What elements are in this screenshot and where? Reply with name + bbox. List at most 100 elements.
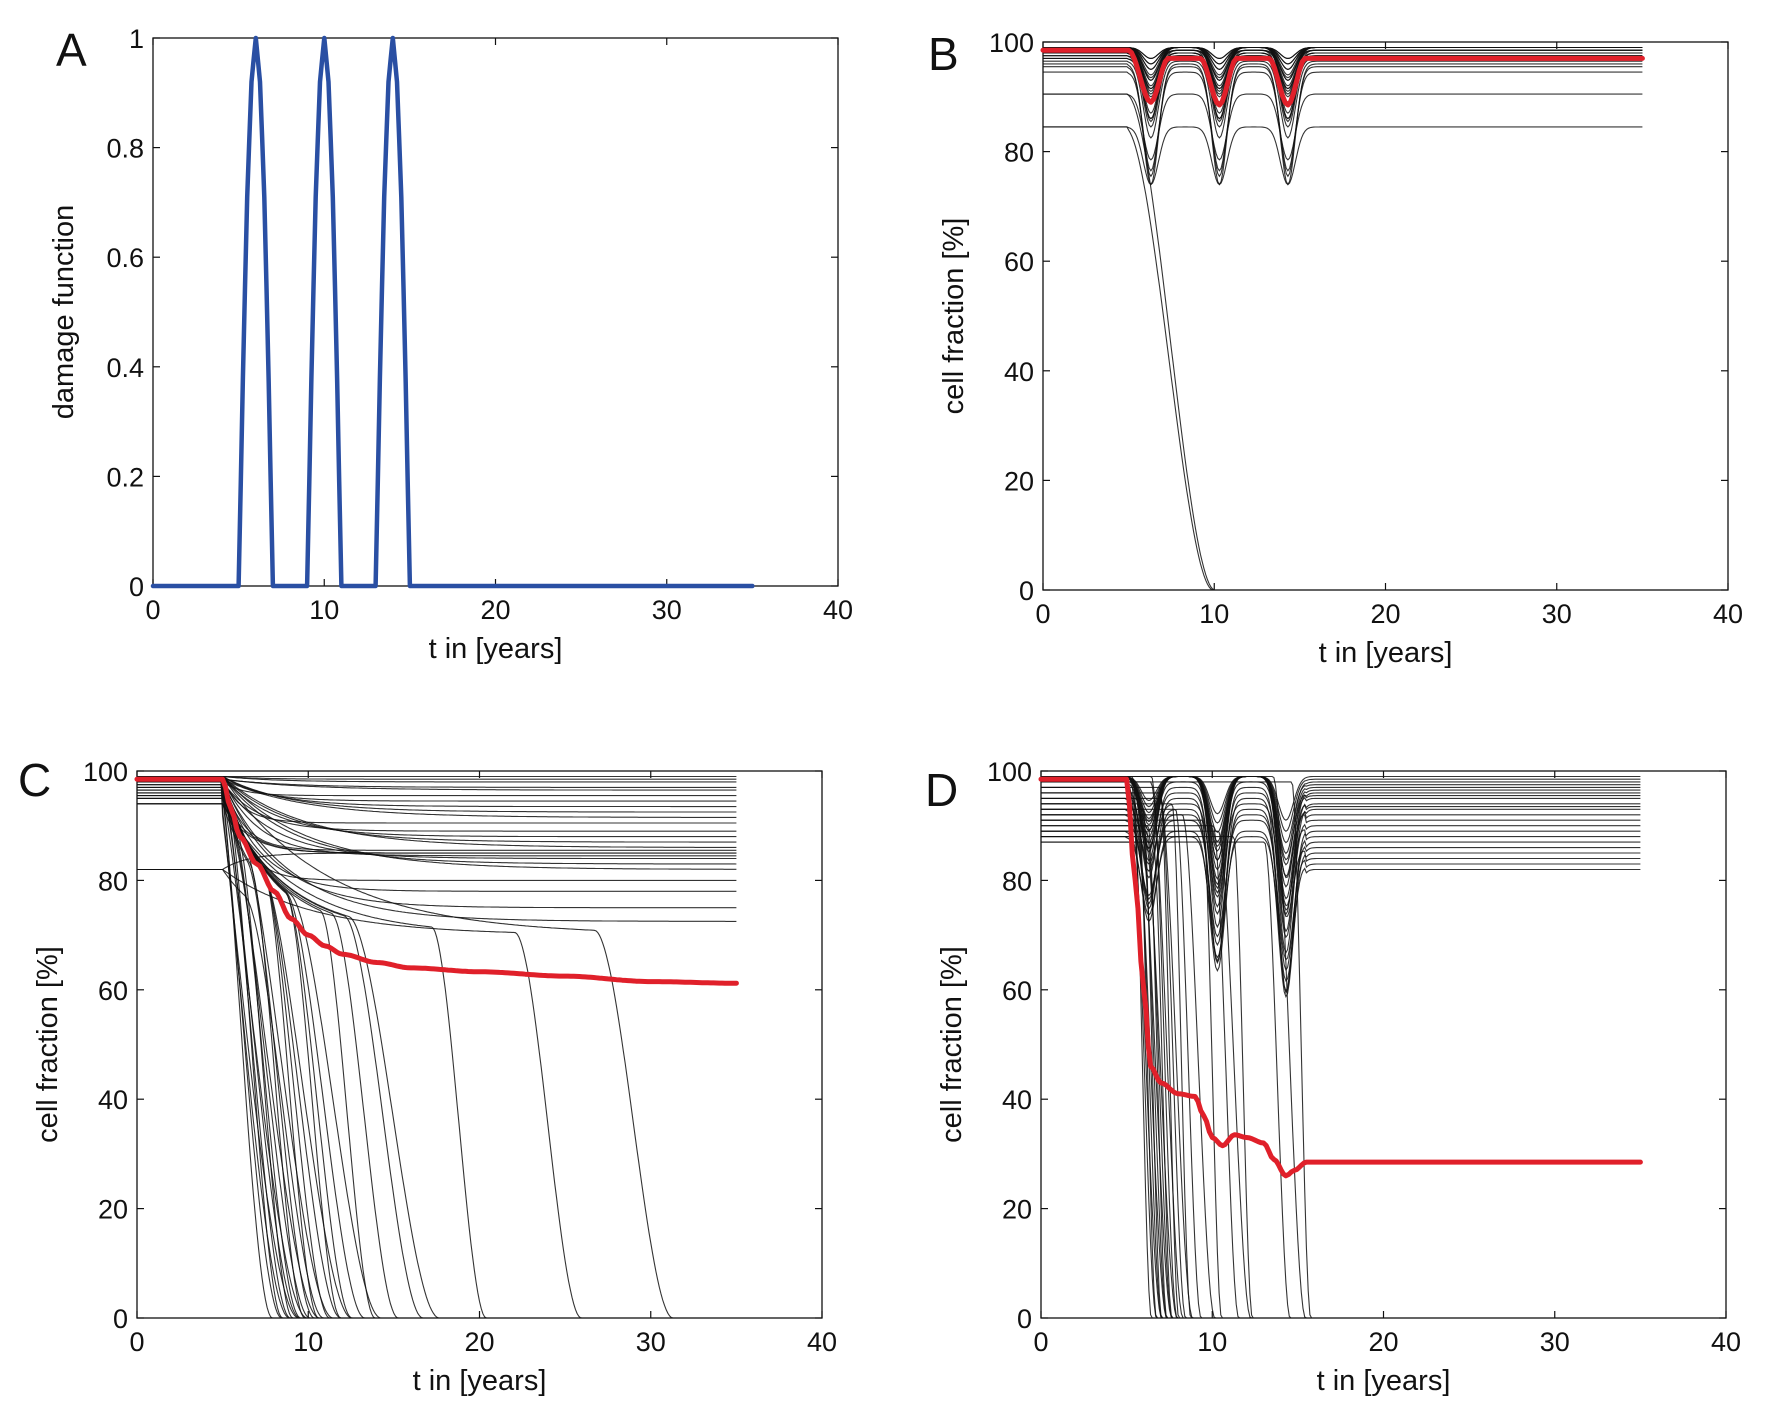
collapsing-trajectory — [1041, 808, 1641, 1319]
x-tick-label: 20 — [480, 595, 510, 625]
panel-c: 0 10 20 30 40 0 20 40 60 80 100 t in [years] cell fr… — [18, 754, 837, 1397]
y-tick-label: 0.8 — [106, 134, 144, 164]
y-tick-label: 0 — [1019, 576, 1034, 606]
x-tick-label: 20 — [1368, 1327, 1398, 1357]
x-tick-label: 40 — [1713, 599, 1743, 629]
x-tick-label: 20 — [1370, 599, 1400, 629]
collapsing-trajectory — [1041, 803, 1641, 1319]
plateau-trajectory — [137, 781, 737, 922]
individual-trajectory — [1043, 66, 1643, 178]
y-tick-label: 0.6 — [106, 243, 144, 273]
collapsing-trajectory — [1041, 841, 1641, 1319]
collapsing-trajectory — [1043, 93, 1643, 591]
y-axis-label: cell fraction [%] — [32, 946, 64, 1143]
plateau-trajectory — [137, 775, 737, 865]
individual-trajectory — [1043, 46, 1643, 59]
x-tick-label: 0 — [129, 1327, 144, 1357]
y-axis-label: cell fraction [%] — [936, 946, 968, 1143]
y-tick-label: 100 — [83, 757, 128, 787]
collapsing-trajectory — [1041, 814, 1641, 1319]
panel-letter: C — [18, 754, 51, 806]
collapsing-trajectory — [1041, 836, 1641, 1319]
x-tick-label: 10 — [309, 595, 339, 625]
y-tick-label: 0.2 — [106, 462, 144, 492]
plateau-trajectory — [137, 778, 737, 909]
damage-function-line — [150, 35, 755, 589]
y-tick-label: 0 — [1017, 1304, 1032, 1334]
collapsing-trajectory — [137, 792, 737, 1319]
plateau-trajectory — [137, 775, 737, 813]
y-tick-label: 80 — [1004, 138, 1034, 168]
x-tick-label: 30 — [652, 595, 682, 625]
x-tick-label: 0 — [145, 595, 160, 625]
x-tick-label: 0 — [1035, 599, 1050, 629]
individual-trajectory — [1043, 63, 1643, 186]
y-tick-label: 40 — [98, 1085, 128, 1115]
collapsing-trajectory — [1041, 797, 1641, 1319]
collapsing-trajectory — [1041, 830, 1641, 1319]
x-tick-label: 40 — [807, 1327, 837, 1357]
mean-cell-fraction-line — [1040, 47, 1645, 108]
panel-d: 0 10 20 30 40 0 20 40 60 80 100 t in [years] cell fr… — [925, 757, 1741, 1397]
collapsing-trajectory — [1041, 841, 1641, 1319]
data-area — [1040, 46, 1645, 591]
individual-trajectory — [1043, 57, 1643, 120]
collapsing-trajectory — [1041, 830, 1641, 1319]
y-tick-label: 80 — [98, 866, 128, 896]
plateau-trajectory — [137, 775, 737, 870]
y-axis-label: damage function — [48, 205, 80, 419]
y-tick-label: 80 — [1002, 866, 1032, 896]
individual-trajectory — [1041, 775, 1641, 861]
collapsing-trajectory — [137, 868, 737, 1319]
individual-trajectory — [1043, 71, 1643, 172]
collapsing-trajectory — [1043, 126, 1643, 591]
y-tick-label: 60 — [98, 976, 128, 1006]
x-tick-label: 30 — [636, 1327, 666, 1357]
collapsing-trajectory — [1041, 786, 1641, 1319]
collapsing-trajectory — [137, 792, 737, 1319]
panel-letter: A — [56, 24, 87, 76]
y-tick-label: 100 — [989, 28, 1034, 58]
y-axis-label: cell fraction [%] — [938, 218, 970, 415]
x-axis-label: t in [years] — [413, 1365, 547, 1397]
individual-trajectory — [1041, 775, 1641, 879]
mean-cell-fraction-line — [1038, 776, 1643, 1179]
panel-letter: B — [928, 28, 959, 80]
y-tick-label: 20 — [98, 1195, 128, 1225]
collapsing-trajectory — [1041, 825, 1641, 1319]
data-area — [134, 775, 739, 1319]
collapsing-trajectory — [1041, 803, 1641, 1319]
x-tick-label: 40 — [1711, 1327, 1741, 1357]
individual-trajectory — [1041, 775, 1641, 844]
panel-letter: D — [925, 764, 958, 816]
individual-trajectory — [1041, 775, 1641, 900]
collapsing-trajectory — [137, 775, 737, 1319]
collapsing-trajectory — [1041, 792, 1641, 1319]
plateau-trajectory — [137, 781, 737, 860]
y-tick-label: 20 — [1002, 1195, 1032, 1225]
plateau-trajectory — [137, 778, 737, 818]
collapsing-trajectory — [1041, 825, 1641, 1319]
collapsing-trajectory — [1041, 819, 1641, 1319]
individual-trajectory — [1041, 775, 1641, 833]
plateau-trajectory — [137, 775, 737, 843]
y-tick-label: 60 — [1002, 976, 1032, 1006]
x-tick-label: 30 — [1540, 1327, 1570, 1357]
x-axis-label: t in [years] — [429, 633, 563, 665]
collapsing-trajectory — [1041, 814, 1641, 1319]
x-tick-label: 10 — [1197, 1327, 1227, 1357]
individual-trajectory — [1041, 775, 1641, 888]
data-area — [1038, 775, 1643, 1319]
x-tick-label: 40 — [823, 595, 853, 625]
x-tick-label: 10 — [293, 1327, 323, 1357]
mean-cell-fraction-line — [134, 776, 739, 986]
collapsing-trajectory — [137, 795, 737, 1319]
plateau-trajectory — [137, 778, 737, 791]
y-tick-label: 0 — [129, 572, 144, 602]
panel-b: 0 10 20 30 40 0 20 40 60 80 100 t in [years] cell fr… — [928, 28, 1743, 669]
x-tick-label: 10 — [1199, 599, 1229, 629]
x-axis-label: t in [years] — [1317, 1365, 1451, 1397]
collapsing-trajectory — [137, 784, 737, 1319]
y-tick-label: 40 — [1002, 1085, 1032, 1115]
collapsing-trajectory — [1041, 781, 1641, 1319]
